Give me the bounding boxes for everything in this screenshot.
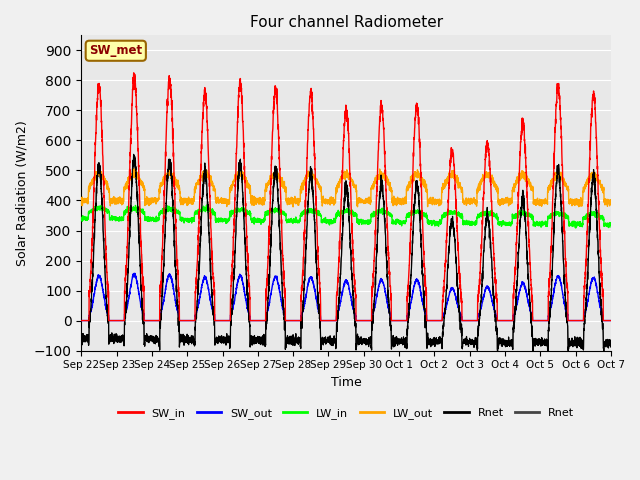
LW_in [495,222,502,228]
Line: LW_in: LW_in [81,205,611,228]
Rnet [173,289,180,295]
SW_in [495,318,502,324]
LW_out [607,197,615,203]
Rnet [130,152,138,157]
LW_out [495,201,503,207]
LW_in [607,221,614,227]
Rnet2 [493,349,501,355]
SW_out [131,270,139,276]
Line: SW_in: SW_in [81,73,611,321]
Rnet2 [326,341,334,347]
SW_out [173,303,180,309]
SW_out [607,318,615,324]
SW_out [495,318,502,324]
SW_in [436,318,444,324]
Text: SW_met: SW_met [89,44,142,57]
LW_out [326,196,334,202]
LW_in [77,216,85,222]
Rnet2 [495,337,503,343]
LW_in [465,218,472,224]
LW_out [129,166,137,171]
SW_in [130,70,138,76]
Rnet [436,336,444,341]
LW_in [203,202,211,208]
X-axis label: Time: Time [331,376,362,389]
Rnet2 [173,290,180,296]
LW_out [289,204,297,210]
SW_out [465,318,472,324]
SW_out [436,318,444,324]
LW_out [173,177,180,182]
Rnet [607,344,615,350]
Y-axis label: Solar Radiation (W/m2): Solar Radiation (W/m2) [15,120,28,266]
SW_in [607,318,614,324]
Rnet [495,337,503,343]
Rnet2 [436,335,444,341]
LW_out [607,201,614,206]
SW_out [326,318,334,324]
Rnet2 [130,155,138,161]
Line: Rnet2: Rnet2 [81,158,611,352]
LW_out [465,201,473,206]
LW_out [436,200,444,205]
Rnet [326,341,334,347]
SW_out [607,318,614,324]
Rnet [493,350,501,356]
Line: SW_out: SW_out [81,273,611,321]
SW_in [326,318,334,324]
SW_in [77,318,85,324]
SW_out [77,318,85,324]
Rnet [607,338,614,344]
Rnet2 [77,338,85,344]
Title: Four channel Radiometer: Four channel Radiometer [250,15,443,30]
Rnet [77,338,85,344]
Rnet2 [607,337,614,343]
LW_in [326,218,334,224]
Line: Rnet: Rnet [81,155,611,353]
Rnet [465,338,472,344]
Rnet2 [607,344,615,349]
SW_in [173,243,180,249]
LW_in [572,225,580,231]
Line: LW_out: LW_out [81,168,611,207]
Rnet2 [465,338,472,344]
Legend: SW_in, SW_out, LW_in, LW_out, Rnet, Rnet: SW_in, SW_out, LW_in, LW_out, Rnet, Rnet [114,404,579,423]
LW_in [436,219,444,225]
LW_out [77,196,85,202]
LW_in [607,224,615,230]
LW_in [173,207,180,213]
SW_in [465,318,472,324]
SW_in [607,318,615,324]
